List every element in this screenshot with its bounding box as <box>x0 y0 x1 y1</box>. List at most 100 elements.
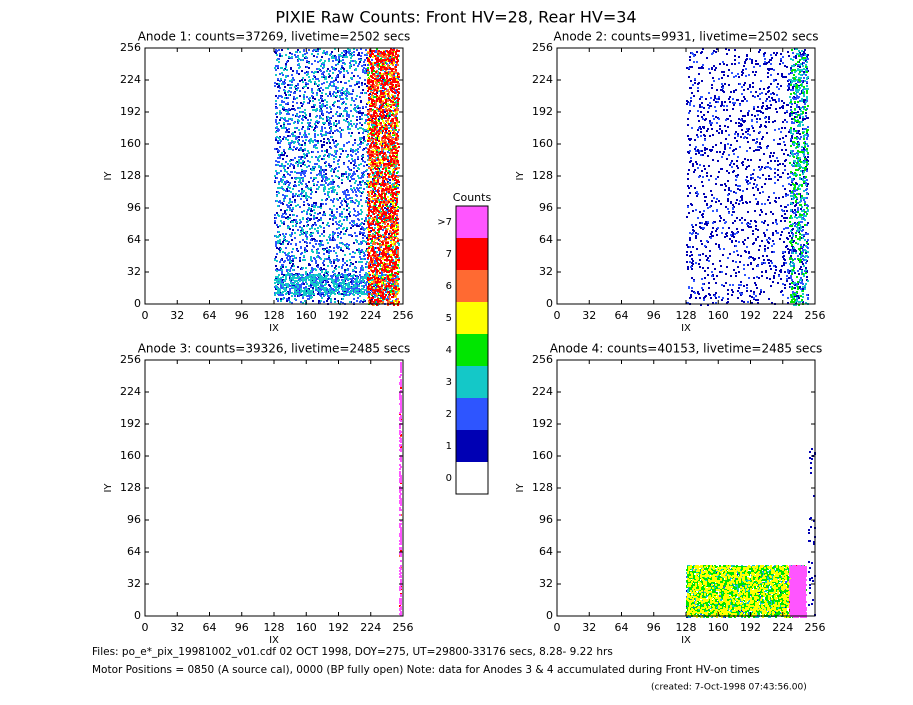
colorbar-swatch <box>456 334 488 366</box>
y-axis-label: IY <box>515 483 526 493</box>
colorbar-swatch <box>456 366 488 398</box>
x-tick-label: 128 <box>264 621 285 634</box>
y-tick-label: 0 <box>546 297 553 310</box>
colorbar-swatch <box>456 398 488 430</box>
colorbar-label: >7 <box>437 217 452 228</box>
x-tick-label: 224 <box>772 621 793 634</box>
x-axis-label: IX <box>269 635 279 646</box>
texture <box>789 565 807 618</box>
x-tick-label: 32 <box>170 309 184 322</box>
colorbar-swatch <box>456 302 488 334</box>
x-tick-label: 96 <box>647 309 661 322</box>
x-tick-label: 64 <box>203 309 217 322</box>
panel: Anode 2: counts=9931, livetime=2502 secs… <box>515 30 826 335</box>
y-tick-label: 0 <box>134 297 141 310</box>
x-tick-label: 128 <box>676 621 697 634</box>
y-tick-label: 32 <box>539 265 553 278</box>
colorbar: Counts 0 1 2 3 4 5 6 7 >7 <box>437 191 491 495</box>
x-tick-label: 32 <box>582 309 596 322</box>
y-tick-label: 224 <box>532 73 553 86</box>
y-tick-label: 96 <box>539 201 553 214</box>
y-tick-label: 160 <box>120 137 141 150</box>
y-tick-label: 256 <box>532 353 553 366</box>
texture <box>367 48 400 306</box>
x-tick-label: 160 <box>708 621 729 634</box>
x-tick-label: 96 <box>647 621 661 634</box>
x-tick-label: 256 <box>805 309 826 322</box>
texture <box>399 362 402 616</box>
texture <box>686 565 807 618</box>
panel: Anode 4: counts=40153, livetime=2485 sec… <box>515 342 826 647</box>
footer-motor: Motor Positions = 0850 (A source cal), 0… <box>92 664 760 676</box>
x-tick-label: 96 <box>235 309 249 322</box>
y-tick-label: 64 <box>127 545 141 558</box>
colorbar-frame <box>455 205 489 495</box>
colorbar-swatch <box>456 238 488 270</box>
x-tick-label: 256 <box>393 621 414 634</box>
y-tick-label: 128 <box>532 481 553 494</box>
panel-title: Anode 1: counts=37269, livetime=2502 sec… <box>138 30 411 44</box>
y-tick-label: 160 <box>532 449 553 462</box>
y-tick-label: 32 <box>127 265 141 278</box>
y-tick-label: 128 <box>120 481 141 494</box>
colorbar-label: 1 <box>446 441 452 452</box>
footer-files: Files: po_e*_pix_19981002_v01.cdf 02 OCT… <box>92 646 613 658</box>
x-tick-label: 192 <box>328 309 349 322</box>
x-tick-label: 0 <box>554 309 561 322</box>
x-tick-label: 32 <box>170 621 184 634</box>
x-tick-label: 128 <box>676 309 697 322</box>
x-tick-label: 64 <box>615 309 629 322</box>
x-axis-label: IX <box>681 635 691 646</box>
colorbar-label: 2 <box>446 409 452 420</box>
y-tick-label: 192 <box>532 417 553 430</box>
y-tick-label: 64 <box>539 233 553 246</box>
x-tick-label: 0 <box>554 621 561 634</box>
y-tick-label: 192 <box>120 105 141 118</box>
x-tick-label: 160 <box>708 309 729 322</box>
colorbar-label: 3 <box>446 377 452 388</box>
colorbar-label: 0 <box>446 473 452 484</box>
colorbar-label: 7 <box>446 249 452 260</box>
x-tick-label: 192 <box>740 309 761 322</box>
panel: Anode 3: counts=39326, livetime=2485 sec… <box>103 342 414 647</box>
colorbar-label: 5 <box>446 313 452 324</box>
y-tick-label: 256 <box>120 353 141 366</box>
y-axis-label: IY <box>103 483 114 493</box>
colorbar-swatch <box>456 270 488 302</box>
panel: Anode 1: counts=37269, livetime=2502 sec… <box>103 30 414 335</box>
footer-created: (created: 7-Oct-1998 07:43:56.00) <box>651 683 807 693</box>
x-tick-label: 128 <box>264 309 285 322</box>
y-tick-label: 32 <box>539 577 553 590</box>
x-tick-label: 0 <box>142 309 149 322</box>
y-tick-label: 96 <box>127 513 141 526</box>
y-tick-label: 224 <box>532 385 553 398</box>
y-tick-label: 160 <box>532 137 553 150</box>
x-tick-label: 32 <box>582 621 596 634</box>
x-tick-label: 64 <box>203 621 217 634</box>
y-tick-label: 128 <box>120 169 141 182</box>
x-axis-label: IX <box>269 323 279 334</box>
x-tick-label: 192 <box>740 621 761 634</box>
y-tick-label: 256 <box>120 41 141 54</box>
colorbar-label: 4 <box>446 345 452 356</box>
y-tick-label: 128 <box>532 169 553 182</box>
x-tick-label: 96 <box>235 621 249 634</box>
x-tick-label: 160 <box>296 621 317 634</box>
x-tick-label: 256 <box>393 309 414 322</box>
texture <box>274 48 400 306</box>
x-tick-label: 224 <box>360 309 381 322</box>
y-tick-label: 192 <box>120 417 141 430</box>
colorbar-swatch <box>456 430 488 462</box>
y-tick-label: 256 <box>532 41 553 54</box>
x-tick-label: 256 <box>805 621 826 634</box>
texture <box>367 48 400 306</box>
texture <box>789 48 809 306</box>
y-tick-label: 160 <box>120 449 141 462</box>
panel-title: Anode 3: counts=39326, livetime=2485 sec… <box>138 342 411 356</box>
colorbar-swatch <box>456 462 488 494</box>
y-tick-label: 96 <box>127 201 141 214</box>
x-tick-label: 160 <box>296 309 317 322</box>
y-tick-label: 64 <box>539 545 553 558</box>
x-tick-label: 192 <box>328 621 349 634</box>
x-tick-label: 224 <box>772 309 793 322</box>
